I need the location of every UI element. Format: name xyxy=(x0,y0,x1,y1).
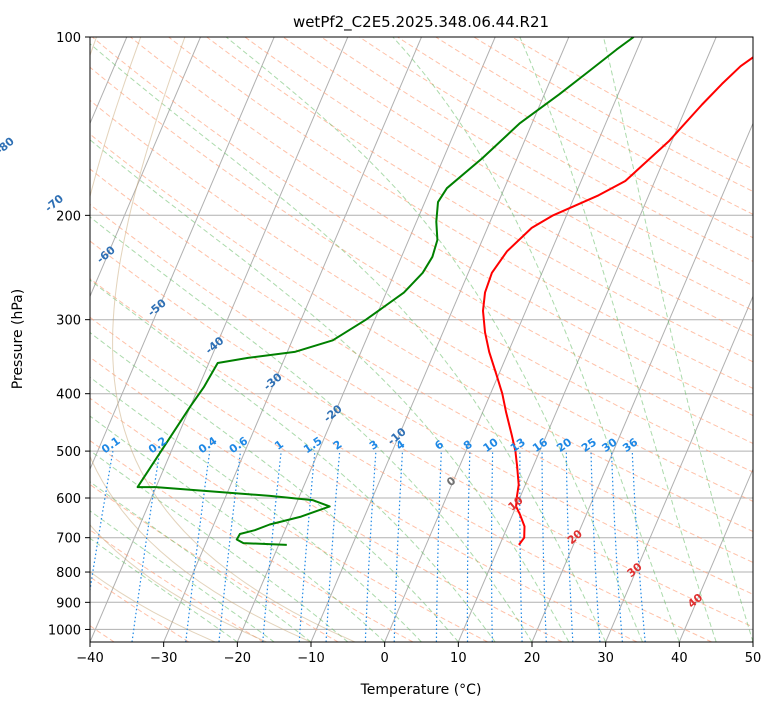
y-tick-label: 100 xyxy=(56,31,81,46)
isotherm xyxy=(384,37,643,642)
dewpoint-line xyxy=(136,37,635,546)
moist-adiabat xyxy=(519,37,717,642)
isotherm xyxy=(236,37,496,642)
mixing-ratio-line xyxy=(218,451,242,642)
plot-frame xyxy=(89,36,754,643)
chart-title: wetPf2_C2E5.2025.348.06.44.R21 xyxy=(293,13,549,32)
y-tick-label: 400 xyxy=(56,388,81,403)
ice-adiabat xyxy=(112,37,356,642)
moist-adiabat xyxy=(90,376,422,642)
x-tick-label: 10 xyxy=(450,651,467,666)
x-tick-label: 40 xyxy=(671,651,688,666)
y-tick-label: 900 xyxy=(56,596,81,611)
x-tick-label: −40 xyxy=(76,651,103,666)
isotherm xyxy=(90,37,201,298)
dry-adiabat xyxy=(90,278,712,642)
x-tick-label: −20 xyxy=(224,651,251,666)
dry-adiabat xyxy=(206,37,753,363)
moist-adiabat xyxy=(90,139,570,642)
ice-adiabat xyxy=(90,37,311,642)
dry-adiabat xyxy=(511,37,753,170)
dry-adiabat xyxy=(130,37,753,417)
moist-adiabat xyxy=(90,279,496,642)
y-tick-label: 500 xyxy=(56,445,81,460)
moist-adiabat xyxy=(603,37,753,642)
moist-adiabat xyxy=(392,37,680,642)
x-tick-label: 30 xyxy=(597,651,614,666)
isotherm xyxy=(163,37,422,642)
mixing-ratio-line xyxy=(90,450,114,594)
isotherm xyxy=(678,467,753,642)
data-series xyxy=(136,37,753,546)
moist-adiabat xyxy=(90,415,386,642)
moist-adiabat xyxy=(90,331,459,642)
x-axis-label: Temperature (°C) xyxy=(360,682,482,698)
moist-adiabat xyxy=(90,537,238,642)
y-tick-label: 300 xyxy=(56,314,81,329)
axes: −40 −30 −20 −10 0 10 20 30 40 50 100 200 300 400 500 60… xyxy=(48,31,761,666)
mixing-ratio-line xyxy=(185,451,211,642)
dry-adiabat xyxy=(320,37,753,287)
isotherm xyxy=(90,37,275,471)
y-tick-label: 1000 xyxy=(48,623,81,638)
x-tick-label: 50 xyxy=(745,651,762,666)
moist-adiabat xyxy=(90,481,312,642)
dry-adiabat xyxy=(90,133,753,533)
y-tick-label: 800 xyxy=(56,566,81,581)
y-tick-label: 700 xyxy=(56,532,81,547)
y-tick-label: 600 xyxy=(56,492,81,507)
x-tick-label: 0 xyxy=(381,651,389,666)
ice-adiabat xyxy=(90,37,267,642)
x-tick-label: −10 xyxy=(297,651,324,666)
dry-adiabat xyxy=(359,37,753,262)
dry-adiabat xyxy=(244,37,753,337)
dry-adiabat xyxy=(90,203,753,595)
y-axis-label: Pressure (hPa) xyxy=(10,289,26,389)
moist-adiabat xyxy=(225,37,643,642)
dry-adiabat xyxy=(90,99,753,502)
isotherm xyxy=(605,295,753,642)
temperature-line xyxy=(482,56,753,546)
x-tick-label: −30 xyxy=(150,651,177,666)
dry-adiabat xyxy=(90,240,753,628)
x-tick-label: 20 xyxy=(524,651,541,666)
dry-adiabat xyxy=(473,37,753,192)
mixing-ratio-line xyxy=(131,451,161,642)
dry-adiabat xyxy=(90,66,753,473)
moist-adiabat xyxy=(90,216,533,642)
isotherm xyxy=(90,37,349,642)
y-tick-label: 200 xyxy=(56,209,81,224)
pressure-grid xyxy=(90,36,753,630)
isotherm xyxy=(531,122,753,642)
